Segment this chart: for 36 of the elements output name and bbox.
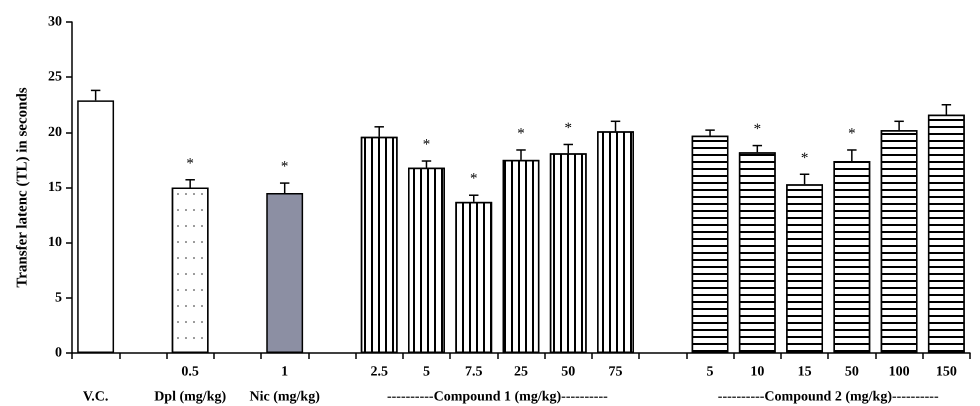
data-label: * [800,150,808,166]
x-tick-label: 5 [422,364,430,380]
data-label: * [754,122,762,138]
x-tick-label: 15 [798,364,812,380]
text: ----------Compound 2 (mg/kg)---------- [718,390,939,404]
x-tick-label: 150 [936,364,957,380]
x-tick-label: 5 [706,364,714,380]
x-tick-label: 75 [608,364,623,380]
x-tick-label: 0.5 [181,364,199,380]
x-tick-label: 2.5 [370,364,388,380]
y-tick-label: 15 [48,180,62,195]
text: Nic (mg/kg) [249,390,320,404]
data-label: * [470,171,478,188]
x-tick-label: 10 [750,364,764,380]
x-tick-label: 100 [888,364,910,380]
x-tick-label: 25 [514,364,528,380]
data-label: * [848,126,856,142]
x-tick-label: 7.5 [464,364,482,380]
y-tick-label: 20 [48,124,62,140]
data-label: * [422,137,430,154]
text: ----------Compound 1 (mg/kg)---------- [386,390,608,404]
y-tick-label: 25 [48,70,62,85]
data-label: * [280,159,288,176]
y-tick-label: 10 [48,235,62,250]
data-label: * [186,156,194,172]
x-tick-label: 50 [844,364,859,380]
y-tick-label: 0 [55,346,62,360]
text: Dpl (mg/kg) [154,390,226,404]
y-axis-title: Transfer latenc (TL) in seconds [14,87,30,288]
data-label: * [564,120,572,136]
x-tick-label: 50 [561,364,576,380]
text: V.C. [82,390,108,404]
y-tick-label: 5 [55,290,62,306]
x-tick-label: 1 [281,364,288,380]
y-tick-label: 30 [48,14,62,30]
data-label: * [517,126,525,142]
